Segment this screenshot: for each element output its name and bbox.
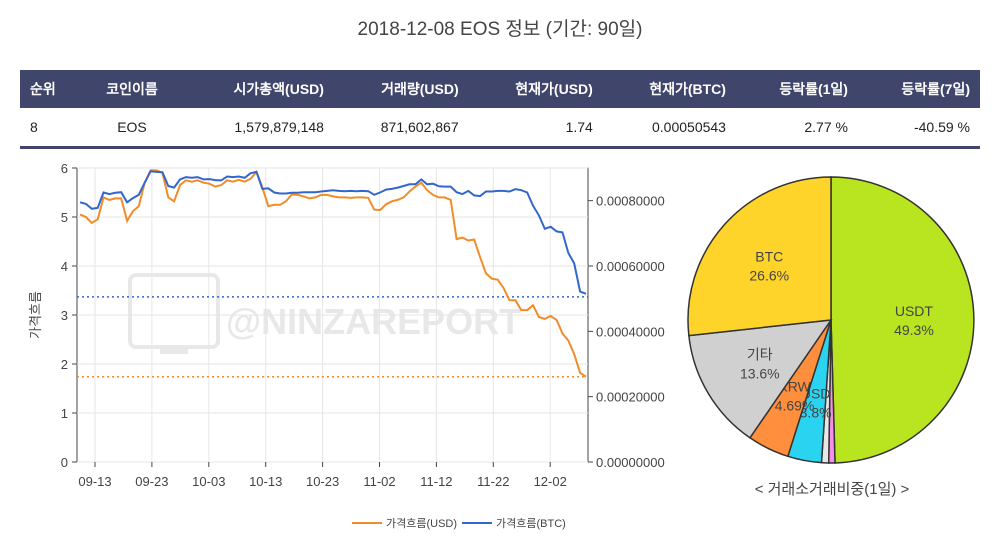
y2-tick-label: 0.00060000 [596,259,665,274]
x-tick-label: 12-02 [534,474,567,489]
header-volume: 거래량(USD) [381,81,459,97]
watermark-text: @NINZAREPORT [226,301,521,342]
y2-tick-label: 0.00040000 [596,324,665,339]
header-market-cap: 시가총액(USD) [233,81,324,97]
header-price-btc: 현재가(BTC) [649,81,726,97]
page-title: 2018-12-08 EOS 정보 (기간: 90일) [357,19,643,40]
series-usd-line [79,169,587,378]
y-tick-label: 0 [61,455,68,470]
cell-rank: 8 [30,119,38,135]
pie-percent: 26.6% [749,268,789,284]
table-header-row: 순위 코인이름 시가총액(USD) 거래량(USD) 현재가(USD) 현재가(… [20,70,980,108]
x-tick-label: 11-02 [363,474,395,489]
pie-percent: 13.6% [740,366,780,382]
coin-info-table: 순위 코인이름 시가총액(USD) 거래량(USD) 현재가(USD) 현재가(… [20,70,980,149]
legend-label: 가격흐름(BTC) [496,517,566,530]
pie-slice-기타 [688,319,833,439]
cell-price-btc: 0.00050543 [652,119,726,135]
header-change-1d: 등락률(1일) [779,81,848,97]
header-change-7d: 등락률(7일) [901,81,970,97]
y-tick-label: 3 [61,308,68,323]
pie-slice-usdt [830,176,975,464]
x-tick-label: 10-23 [306,474,339,489]
x-tick-label: 11-12 [420,474,452,489]
pie-percent: 4.69% [775,398,815,414]
pie-label: USDT [895,303,934,319]
x-tick-label: 09-23 [135,474,168,489]
watermark: @NINZAREPORT [128,273,521,354]
x-tick-label: 09-13 [78,474,111,489]
x-tick-label: 11-22 [477,474,509,489]
header-name: 코인이름 [106,81,158,97]
cell-name: EOS [117,119,147,135]
cell-market-cap: 1,579,879,148 [234,119,324,135]
y-tick-label: 4 [61,259,68,274]
price-line-chart: 09-13 09-23 10-03 10-13 10-23 11-02 11-12 11-22… [28,161,665,530]
y2-tick-label: 0.00000000 [596,455,665,470]
x-tick-label: 10-03 [192,474,225,489]
cell-change-1d: 2.77 % [804,119,848,135]
pie-slice-btc [687,176,832,337]
cell-volume: 871,602,867 [380,119,459,135]
pie-label: 기타 [747,347,773,363]
y2-tick-label: 0.00080000 [596,194,665,209]
watermark-monitor-icon [128,273,220,349]
y-tick-label: 2 [61,357,68,372]
pie-label: BTC [755,249,783,265]
pie-caption: < 거래소거래비중(1일) > [755,481,910,498]
y-tick-label: 5 [61,210,68,225]
y2-tick-label: 0.00020000 [596,390,665,405]
header-price-usd: 현재가(USD) [515,81,593,97]
table-row: 8 EOS 1,579,879,148 871,602,867 1.74 0.0… [20,108,980,148]
cell-change-7d: -40.59 % [913,119,970,135]
legend-label: 가격흐름(USD) [386,517,457,530]
pie-percent: 3.8% [800,404,832,420]
series-btc-line [79,170,587,295]
y-tick-label: 1 [61,406,68,421]
header-rank: 순위 [30,81,56,97]
watermark-stand-icon [160,348,188,354]
y-tick-label: 6 [61,161,68,176]
y-axis-label: 가격흐름 [28,291,43,339]
x-tick-label: 10-13 [249,474,282,489]
legend: 가격흐름(USD) 가격흐름(BTC) [352,517,566,530]
pie-percent: 49.3% [894,322,934,338]
cell-price-usd: 1.74 [565,119,593,135]
